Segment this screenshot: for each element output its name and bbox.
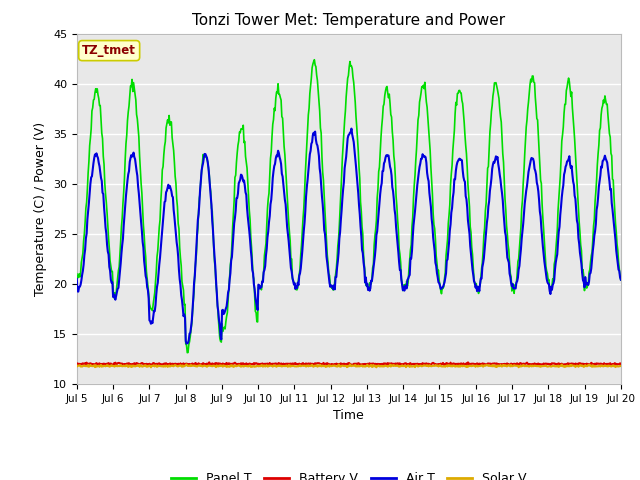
Panel T xyxy=(139,206,147,212)
Solar V xyxy=(372,364,380,370)
Battery V xyxy=(515,362,522,368)
Panel T xyxy=(310,57,318,62)
Solar V xyxy=(195,363,202,369)
Air T xyxy=(195,211,202,217)
Y-axis label: Temperature (C) / Power (V): Temperature (C) / Power (V) xyxy=(35,122,47,296)
Battery V xyxy=(73,361,81,367)
Air T xyxy=(223,297,231,303)
Air T xyxy=(617,277,625,283)
Battery V xyxy=(416,361,424,367)
Air T xyxy=(348,126,355,132)
Battery V xyxy=(194,361,202,367)
Battery V xyxy=(83,360,90,366)
Solar V xyxy=(182,361,190,367)
Air T xyxy=(139,239,147,245)
Panel T xyxy=(433,253,440,259)
Line: Air T: Air T xyxy=(77,129,621,344)
Air T xyxy=(182,341,190,347)
Battery V xyxy=(139,360,147,366)
X-axis label: Time: Time xyxy=(333,409,364,422)
Line: Solar V: Solar V xyxy=(77,364,621,367)
Legend: Panel T, Battery V, Air T, Solar V: Panel T, Battery V, Air T, Solar V xyxy=(166,468,531,480)
Line: Panel T: Panel T xyxy=(77,60,621,353)
Air T xyxy=(433,263,440,269)
Panel T xyxy=(617,277,625,283)
Solar V xyxy=(417,363,424,369)
Battery V xyxy=(617,361,625,367)
Panel T xyxy=(223,310,231,316)
Solar V xyxy=(223,363,231,369)
Air T xyxy=(83,231,90,237)
Solar V xyxy=(139,364,147,370)
Air T xyxy=(73,276,81,282)
Panel T xyxy=(417,95,424,101)
Panel T xyxy=(83,199,90,205)
Air T xyxy=(417,161,424,167)
Battery V xyxy=(205,360,213,365)
Battery V xyxy=(431,362,439,368)
Panel T xyxy=(184,350,191,356)
Solar V xyxy=(433,362,440,368)
Solar V xyxy=(617,363,625,369)
Text: TZ_tmet: TZ_tmet xyxy=(82,44,136,57)
Battery V xyxy=(223,361,231,367)
Panel T xyxy=(73,271,81,277)
Line: Battery V: Battery V xyxy=(77,362,621,365)
Panel T xyxy=(195,208,202,214)
Solar V xyxy=(73,364,81,370)
Title: Tonzi Tower Met: Temperature and Power: Tonzi Tower Met: Temperature and Power xyxy=(192,13,506,28)
Solar V xyxy=(83,363,90,369)
